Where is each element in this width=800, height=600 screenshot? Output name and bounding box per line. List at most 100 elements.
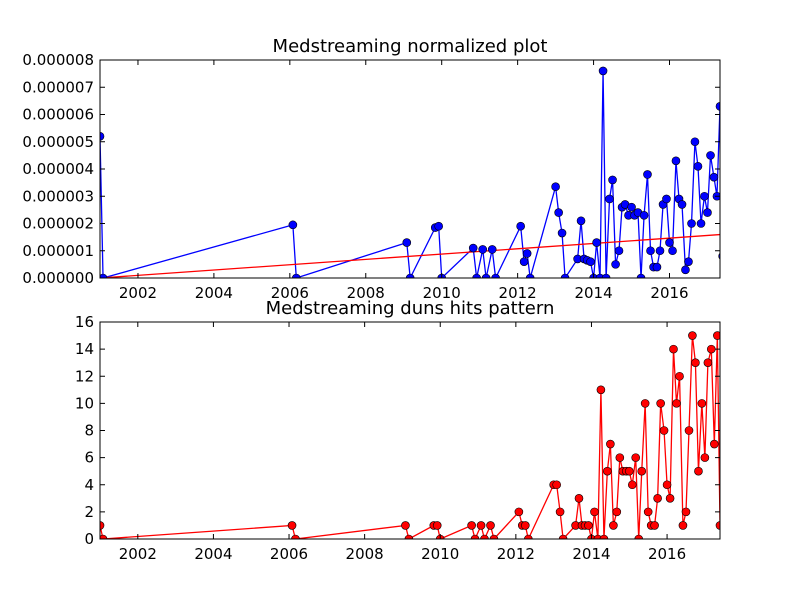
x-tick-label-bottom-3: 2008: [346, 545, 384, 563]
data-point-top-0-12: [481, 273, 491, 278]
data-point-bottom-0-9: [467, 521, 476, 530]
data-point-bottom-0-17: [520, 521, 530, 530]
data-point-top-0-49: [655, 246, 665, 256]
x-tick-label-bottom-7: 2016: [648, 545, 686, 563]
data-point-top-0-15: [516, 221, 525, 231]
data-point-top-0-46: [646, 246, 655, 256]
x-tick-label-top-7: 2016: [650, 284, 688, 302]
y-tick-label-bottom-1: 2: [84, 503, 94, 521]
chart-bottom: Medstreaming duns hits pattern 2002 2004 2…: [75, 298, 721, 563]
data-point-bottom-0-13: [486, 521, 495, 530]
data-point-top-0-18: [525, 273, 535, 278]
data-point-top-0-34: [608, 175, 617, 185]
data-point-top-0-27: [586, 257, 595, 266]
x-tick-label-top-0: 2002: [119, 284, 157, 302]
data-point-bottom-0-34: [606, 439, 615, 449]
data-point-top-0-43: [636, 273, 646, 278]
data-point-top-0-24: [576, 216, 586, 226]
data-point-bottom-0-7: [432, 521, 442, 530]
data-point-bottom-0-67: [710, 439, 719, 449]
data-point-bottom-0-20: [552, 480, 561, 490]
y-tick-label-bottom-8: 16: [75, 313, 94, 331]
data-point-bottom-0-37: [615, 453, 625, 462]
data-point-top-0-4: [402, 238, 412, 247]
data-point-top-0-56: [677, 200, 687, 209]
data-point-top-0-16: [519, 257, 529, 266]
y-tick-label-bottom-4: 8: [84, 422, 94, 440]
x-tick-label-top-2: 2006: [271, 284, 309, 302]
data-point-bottom-0-61: [691, 358, 700, 367]
y-tick-label-top-3: 0.000003: [22, 187, 94, 205]
data-point-top-0-31: [598, 66, 608, 76]
data-point-bottom-0-31: [596, 385, 606, 395]
data-point-top-0-53: [668, 246, 677, 256]
data-point-top-0-60: [690, 137, 700, 147]
x-tick-label-top-5: 2012: [499, 284, 537, 302]
chart-top: Medstreaming normalized plot 2002 2004 200…: [22, 36, 721, 302]
data-point-top-0-58: [684, 257, 693, 266]
data-point-top-0-45: [643, 170, 652, 179]
data-point-top-0-68: [715, 102, 720, 111]
data-point-top-0-57: [681, 265, 690, 275]
data-point-top-0-11: [478, 245, 488, 254]
data-point-bottom-0-48: [650, 521, 659, 530]
y-tick-label-top-7: 0.000007: [22, 78, 94, 96]
data-point-bottom-0-60: [688, 331, 697, 340]
data-point-top-0-63: [700, 191, 709, 201]
y-tick-label-bottom-3: 6: [84, 449, 94, 467]
data-point-top-0-0: [100, 132, 105, 141]
data-point-bottom-0-53: [665, 494, 675, 503]
data-point-bottom-0-49: [653, 494, 662, 503]
data-point-bottom-0-54: [669, 344, 678, 354]
data-point-top-0-1: [100, 273, 108, 278]
data-point-bottom-0-63: [697, 399, 707, 408]
y-tick-label-top-4: 0.000004: [22, 160, 94, 178]
data-point-top-0-65: [706, 151, 715, 160]
y-tick-label-bottom-6: 12: [75, 367, 94, 385]
data-point-bottom-0-24: [574, 494, 584, 503]
x-tick-label-top-3: 2008: [347, 284, 385, 302]
data-point-bottom-0-14: [489, 534, 499, 539]
data-point-bottom-0-55: [672, 399, 681, 408]
series-line-top-0: [100, 70, 720, 278]
data-point-bottom-0-27: [584, 521, 593, 530]
data-point-bottom-0-10: [470, 534, 480, 539]
data-point-top-0-59: [687, 219, 696, 228]
data-point-bottom-0-41: [627, 480, 637, 490]
data-point-bottom-0-44: [637, 466, 647, 476]
data-point-top-0-48: [652, 262, 662, 272]
data-point-bottom-0-32: [599, 534, 609, 539]
data-point-top-0-62: [696, 219, 706, 228]
data-point-bottom-0-5: [404, 534, 414, 539]
data-point-top-0-3: [291, 273, 301, 278]
data-point-top-0-36: [614, 246, 624, 256]
series-line-top-1: [100, 233, 720, 278]
data-point-top-0-64: [703, 208, 712, 217]
chart-top-title: Medstreaming normalized plot: [273, 36, 548, 57]
data-point-bottom-0-22: [558, 534, 568, 539]
data-point-bottom-0-21: [555, 507, 565, 517]
data-point-bottom-0-11: [476, 521, 486, 530]
data-point-bottom-0-4: [401, 521, 410, 530]
data-point-bottom-0-46: [643, 507, 653, 517]
data-point-bottom-0-66: [706, 344, 716, 354]
data-point-bottom-0-68: [713, 331, 720, 340]
x-tick-label-bottom-2: 2006: [270, 545, 308, 563]
data-point-bottom-0-50: [656, 399, 665, 408]
plot-area-bottom: [100, 331, 720, 539]
data-point-top-0-33: [605, 194, 614, 204]
data-point-bottom-0-59: [684, 426, 694, 435]
y-tick-label-bottom-0: 0: [84, 530, 94, 548]
data-point-top-0-32: [601, 273, 611, 278]
data-point-top-0-5: [405, 273, 415, 278]
data-point-bottom-0-42: [631, 453, 641, 462]
data-point-top-0-40: [627, 202, 636, 212]
x-tick-label-top-4: 2010: [423, 284, 461, 302]
data-point-top-0-2: [288, 220, 298, 230]
x-tick-label-bottom-5: 2012: [497, 545, 535, 563]
data-point-top-0-21: [557, 228, 567, 238]
data-point-bottom-0-52: [662, 480, 672, 490]
data-point-bottom-0-0: [100, 521, 105, 530]
data-point-top-0-52: [665, 238, 674, 247]
